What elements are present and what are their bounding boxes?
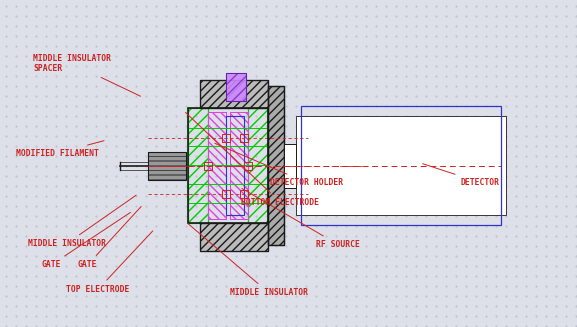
Bar [240, 190, 248, 198]
Bar [200, 80, 268, 108]
Text: BOTTOM ELECTRODE: BOTTOM ELECTRODE [185, 112, 319, 207]
Bar [148, 175, 186, 179]
Text: GATE: GATE [42, 213, 130, 269]
Bar [268, 86, 284, 245]
Bar [148, 170, 186, 174]
Bar [188, 108, 208, 223]
Bar [284, 144, 296, 187]
Bar [200, 223, 268, 251]
Bar [208, 112, 226, 219]
Bar [248, 108, 268, 223]
Bar [188, 108, 208, 223]
Text: DETECTOR: DETECTOR [423, 164, 500, 187]
Bar [226, 73, 246, 101]
Bar [200, 80, 268, 108]
Bar [226, 73, 246, 101]
Bar [148, 161, 186, 165]
Bar [148, 151, 186, 156]
Text: MIDDLE INSULATOR: MIDDLE INSULATOR [28, 195, 136, 248]
Text: MIDDLE INSULATOR
SPACER: MIDDLE INSULATOR SPACER [33, 54, 141, 96]
Bar [244, 162, 252, 169]
Bar [230, 112, 248, 219]
Bar [188, 108, 268, 223]
Text: MODIFIED FILAMENT: MODIFIED FILAMENT [16, 141, 104, 158]
Bar [204, 162, 212, 169]
Text: GATE: GATE [78, 206, 141, 269]
Bar [200, 223, 268, 251]
Bar [222, 133, 230, 142]
Bar [230, 112, 248, 219]
Bar [268, 86, 284, 245]
Bar [226, 116, 244, 215]
Bar [222, 190, 230, 198]
Bar [301, 106, 501, 225]
Text: DETECTOR HOLDER: DETECTOR HOLDER [215, 143, 343, 187]
Text: TOP ELECTRODE: TOP ELECTRODE [66, 231, 153, 294]
Bar [148, 156, 186, 160]
Bar [148, 165, 186, 170]
Bar [296, 116, 506, 215]
Text: MIDDLE INSULATOR: MIDDLE INSULATOR [188, 224, 308, 297]
Bar [208, 112, 226, 219]
Bar [240, 133, 248, 142]
Bar [148, 151, 186, 180]
Bar [248, 108, 268, 223]
Text: RF SOURCE: RF SOURCE [242, 188, 360, 249]
